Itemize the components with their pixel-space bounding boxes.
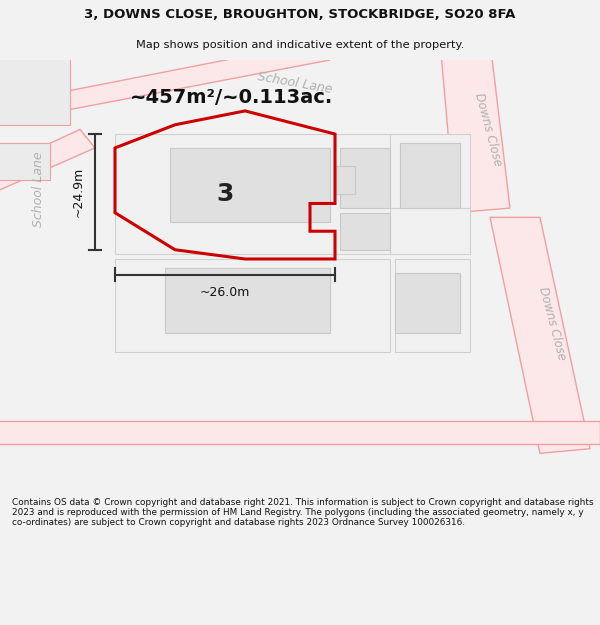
- Polygon shape: [340, 148, 390, 208]
- Text: 3, DOWNS CLOSE, BROUGHTON, STOCKBRIDGE, SO20 8FA: 3, DOWNS CLOSE, BROUGHTON, STOCKBRIDGE, …: [85, 9, 515, 21]
- Polygon shape: [170, 148, 330, 222]
- Polygon shape: [340, 213, 390, 250]
- Polygon shape: [400, 143, 460, 208]
- Text: 3: 3: [217, 182, 233, 206]
- Polygon shape: [0, 129, 95, 194]
- Text: Contains OS data © Crown copyright and database right 2021. This information is : Contains OS data © Crown copyright and d…: [12, 498, 593, 528]
- Polygon shape: [115, 259, 390, 351]
- Polygon shape: [440, 41, 510, 212]
- Polygon shape: [0, 421, 600, 444]
- Polygon shape: [395, 273, 460, 333]
- Polygon shape: [390, 208, 470, 254]
- Polygon shape: [490, 217, 590, 453]
- Text: ~26.0m: ~26.0m: [200, 286, 250, 299]
- Polygon shape: [0, 143, 50, 181]
- Text: School Lane: School Lane: [257, 70, 334, 96]
- Polygon shape: [165, 268, 330, 333]
- Text: Map shows position and indicative extent of the property.: Map shows position and indicative extent…: [136, 40, 464, 50]
- Polygon shape: [0, 51, 70, 125]
- Polygon shape: [115, 134, 390, 254]
- Polygon shape: [0, 41, 330, 125]
- Polygon shape: [390, 134, 470, 208]
- Text: Downs Close: Downs Close: [536, 286, 568, 362]
- Text: School Lane: School Lane: [31, 152, 44, 228]
- Text: ~24.9m: ~24.9m: [72, 167, 85, 217]
- Polygon shape: [335, 166, 355, 194]
- Text: Downs Close: Downs Close: [472, 91, 504, 168]
- Text: ~457m²/~0.113ac.: ~457m²/~0.113ac.: [130, 88, 333, 106]
- Polygon shape: [395, 259, 470, 351]
